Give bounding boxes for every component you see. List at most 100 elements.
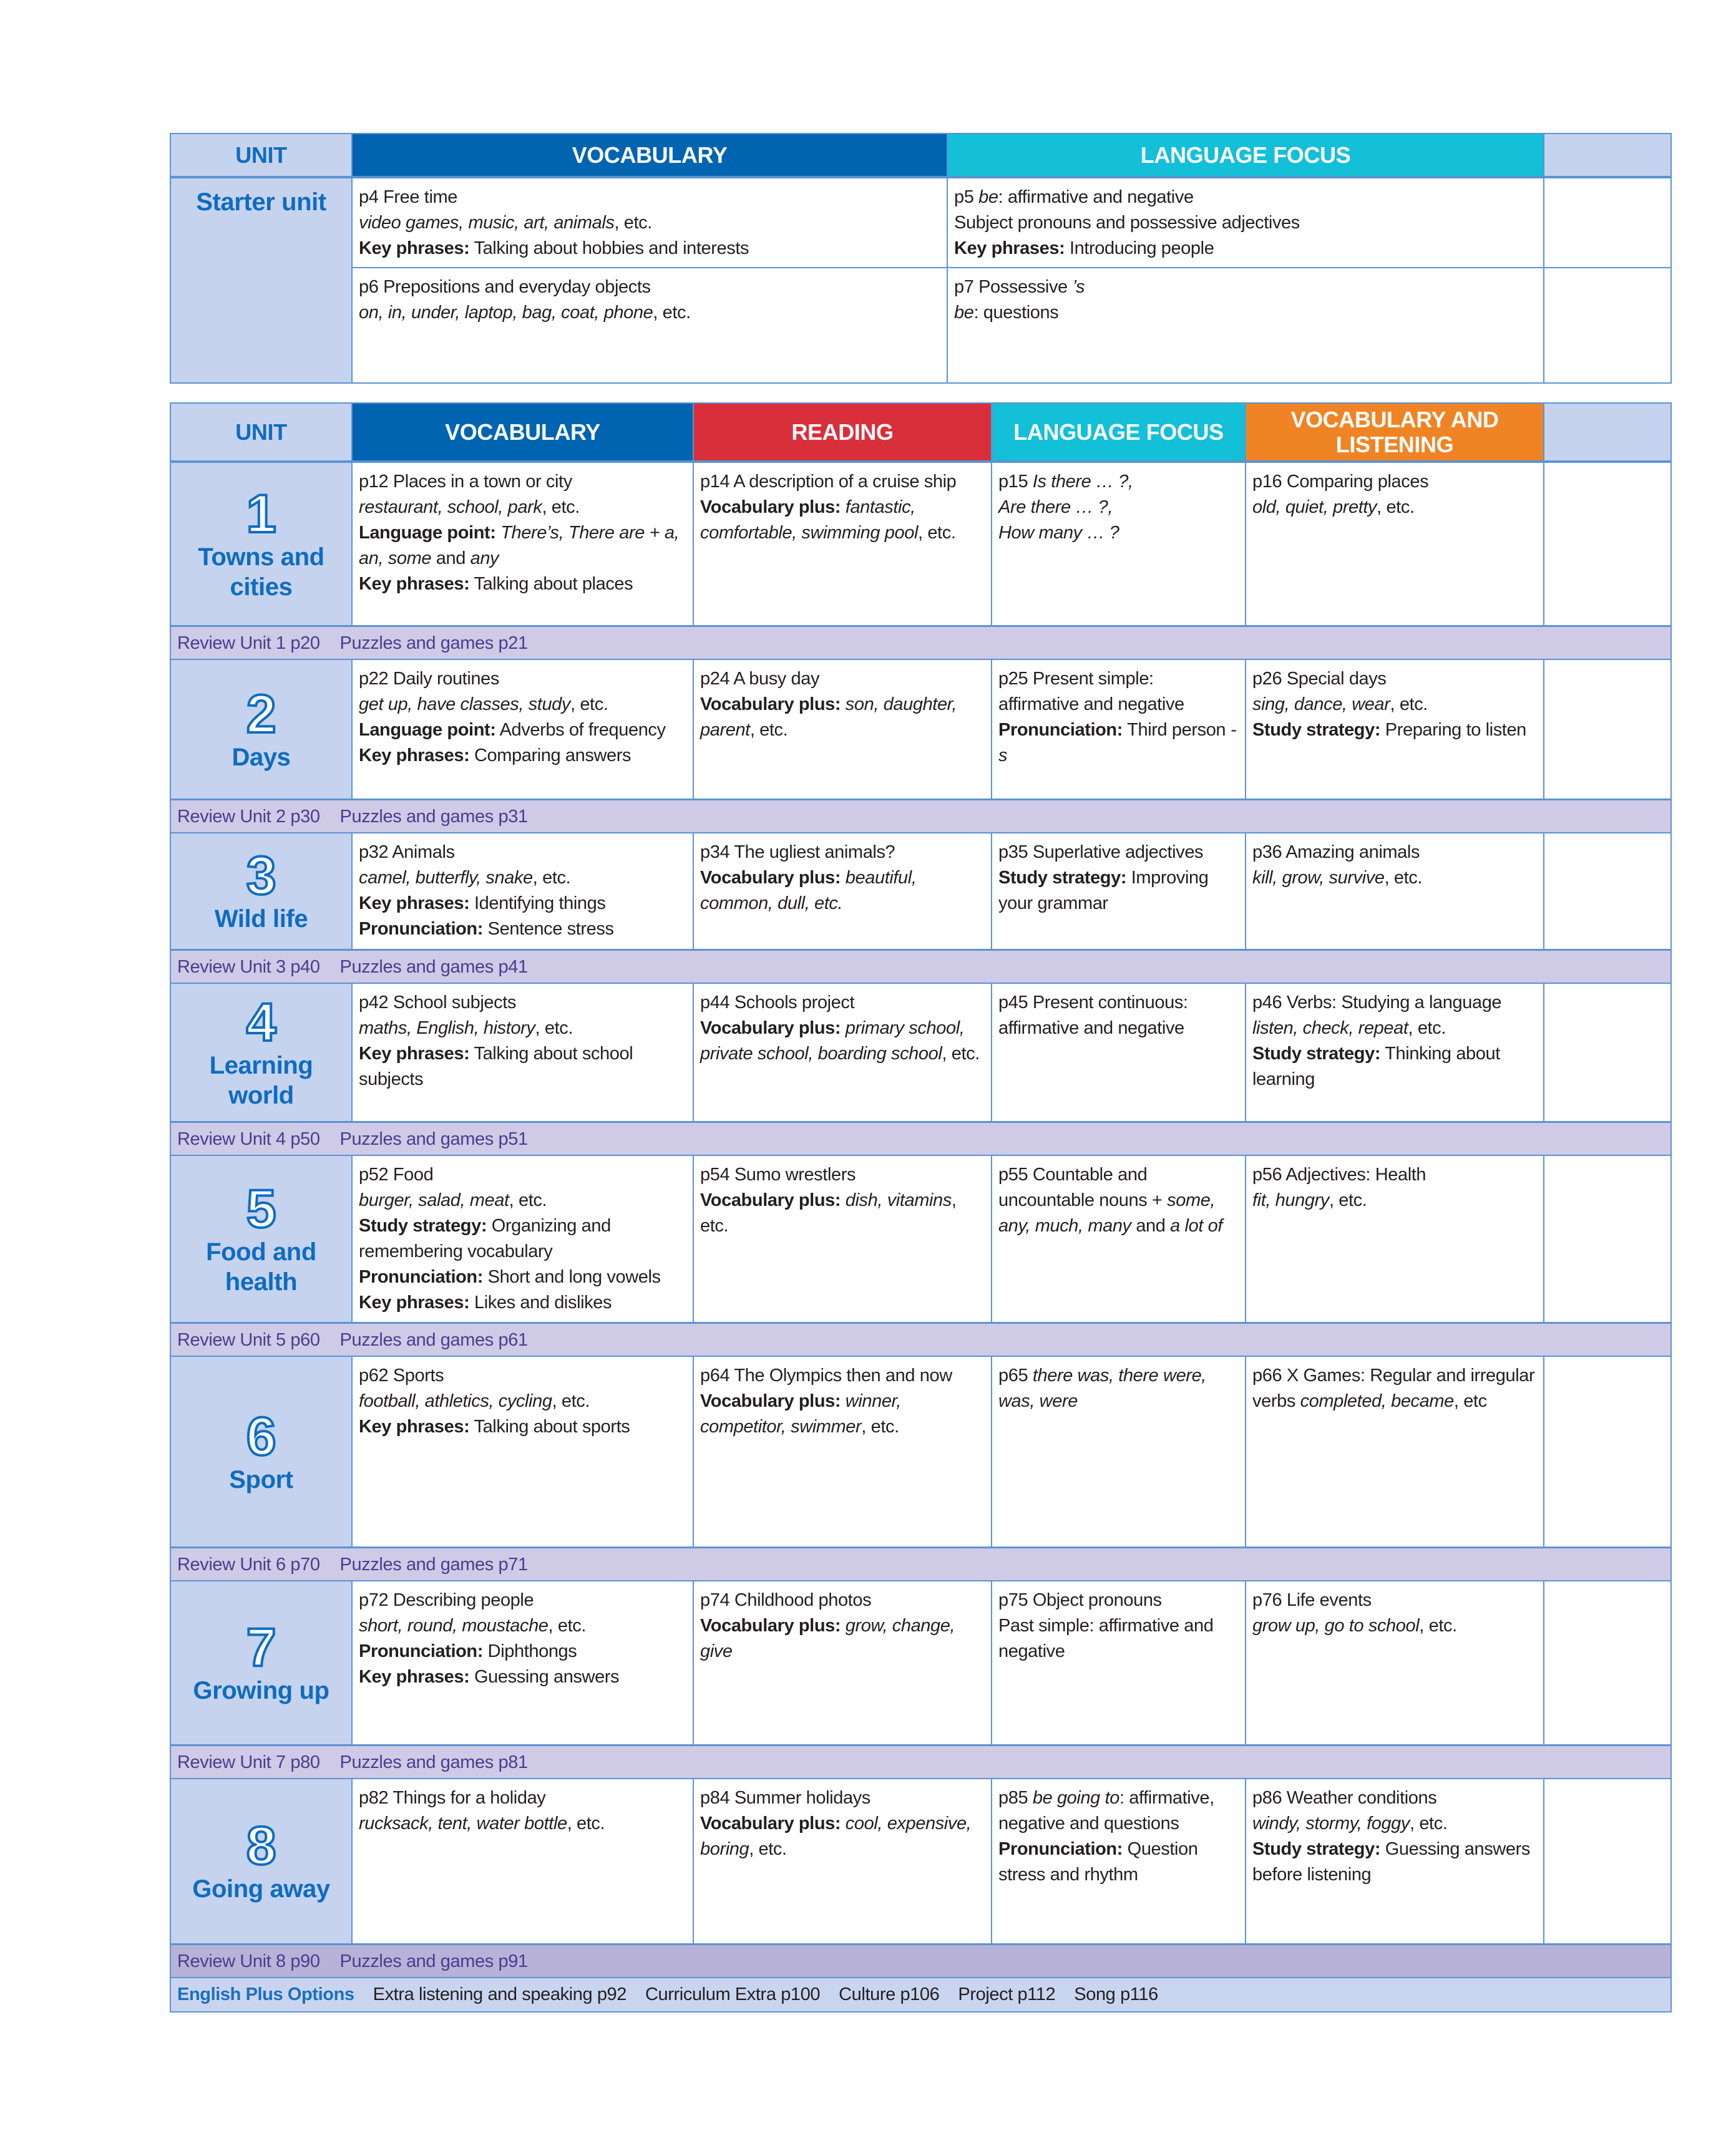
unit-number: 6 — [245, 1406, 278, 1467]
cell-line: p24 A busy day — [700, 666, 985, 692]
cell-text: p76 Life events — [1252, 1590, 1372, 1610]
cell-text: -s — [998, 720, 1237, 765]
cell-text: any — [470, 548, 499, 568]
cell-text: Sentence stress — [483, 919, 614, 939]
cell-line: Vocabulary plus: fantastic, comfortable,… — [700, 495, 985, 546]
unit-row: 3 Wild life p32 Animals camel, butterfly, s… — [170, 832, 1672, 950]
review-unit-link: Review Unit 8 p90 — [177, 1951, 320, 1971]
label-text: Vocabulary plus: — [700, 1616, 841, 1636]
cell-line: Pronunciation: Question stress and rhyth… — [998, 1837, 1239, 1888]
cell-line: p84 Summer holidays — [700, 1785, 985, 1811]
cell-line: p32 Animals — [359, 840, 686, 865]
review-unit-link: Review Unit 3 p40 — [177, 956, 320, 977]
starter-header-row: UNIT VOCABULARY LANGUAGE FOCUS — [170, 133, 1672, 178]
vocabulary-cell: p52 Food burger, salad, meat, etc. Study s… — [351, 1155, 694, 1323]
blank-cell — [1543, 832, 1672, 950]
cell-line: p82 Things for a holiday — [359, 1785, 686, 1811]
label-text: Language point: — [359, 523, 496, 543]
label-text: Pronunciation: — [359, 1641, 484, 1661]
cell-line: p15 Is there … ?, — [998, 469, 1239, 495]
cell-text: Are there … ?, — [998, 497, 1113, 517]
unit-number: 3 — [245, 846, 278, 906]
review-row: Review Unit 1 p20 Puzzles and games p21 — [170, 624, 1672, 660]
cell-text: : questions — [973, 303, 1059, 323]
header-language-focus: LANGUAGE FOCUS — [947, 133, 1544, 178]
reading-cell: p44 Schools project Vocabulary plus: prim… — [693, 983, 992, 1122]
cell-text: Organizing and remembering vocabulary — [359, 1216, 611, 1261]
cell-line: Past simple: affirmative and negative — [998, 1613, 1239, 1664]
label-text: Pronunciation: — [998, 720, 1123, 740]
blank-cell — [1543, 1778, 1672, 1945]
cell-line: listen, check, repeat, etc. — [1252, 1016, 1537, 1041]
cell-line: p56 Adjectives: Health — [1252, 1162, 1537, 1188]
cell-text: There’s, There are + a, an, some — [359, 523, 680, 568]
cell-text: , etc. — [1377, 497, 1415, 517]
label-text: Study strategy: — [359, 1216, 487, 1236]
label-text: Pronunciation: — [998, 1839, 1123, 1859]
cell-text: p86 Weather conditions — [1252, 1788, 1437, 1808]
cell-line: p54 Sumo wrestlers — [700, 1162, 985, 1188]
review-unit-link: Review Unit 6 p70 — [177, 1554, 320, 1575]
cell-text: kill, grow, survive — [1252, 868, 1385, 888]
blank-cell — [1543, 461, 1672, 626]
cell-text: p42 School subjects — [359, 993, 516, 1012]
cell-text: burger, salad, meat — [359, 1190, 509, 1210]
cell-line: p44 Schools project — [700, 990, 985, 1016]
cell-text: , etc. — [942, 1044, 980, 1064]
cell-text: p16 Comparing places — [1252, 472, 1429, 492]
review-unit-link: Review Unit 1 p20 — [177, 633, 320, 653]
cell-text: son, daughter, parent — [700, 694, 957, 740]
cell-line: Vocabulary plus: primary school, private… — [700, 1016, 985, 1067]
label-text: Vocabulary plus: — [700, 694, 841, 714]
cell-text: p7 Possessive — [954, 277, 1073, 297]
cell-text: fit, hungry — [1252, 1190, 1329, 1210]
review-unit-link: Review Unit 4 p50 — [177, 1129, 320, 1149]
cell-line: Study strategy: Thinking about learning — [1252, 1041, 1537, 1092]
cell-text: Preparing to listen — [1380, 720, 1527, 740]
cell-text: p46 Verbs: Studying a language — [1252, 993, 1502, 1012]
unit-name: Going away — [192, 1875, 330, 1903]
review-row: Review Unit 2 p30 Puzzles and games p31 — [170, 798, 1672, 833]
cell-text: Subject pronouns and possessive adjectiv… — [954, 213, 1300, 233]
main-header-row: UNIT VOCABULARY READING LANGUAGE FOCUS V… — [170, 402, 1672, 463]
cell-text: p26 Special days — [1252, 669, 1387, 689]
cell-line: Vocabulary plus: beautiful, common, dull… — [700, 865, 985, 916]
cell-line: Pronunciation: Third person -s — [998, 717, 1239, 769]
cell-line: p16 Comparing places — [1252, 469, 1537, 495]
label-text: Key phrases: — [359, 238, 470, 258]
cell-text: Improving your grammar — [998, 868, 1209, 913]
label-text: Key phrases: — [359, 574, 470, 594]
cell-text: , etc. — [532, 868, 571, 888]
unit-name: Wild life — [214, 905, 308, 933]
cell-text: get up, have classes, study — [359, 694, 571, 714]
cell-text: restaurant, school, park — [359, 497, 542, 517]
review-row: Review Unit 3 p40 Puzzles and games p41 — [170, 948, 1672, 984]
contents-table: UNIT VOCABULARY READING LANGUAGE FOCUS V… — [170, 402, 1672, 2013]
cell-text: Introducing people — [1065, 238, 1214, 258]
cell-text: Guessing answers before listening — [1252, 1839, 1530, 1885]
language-focus-cell: p75 Object pronouns Past simple: affirmat… — [991, 1580, 1246, 1746]
cell-text: a lot of — [1170, 1216, 1223, 1236]
cell-text: , etc. — [552, 1391, 590, 1411]
cell-line: Language point: There’s, There are + a, … — [359, 520, 686, 571]
cell-line: Are there … ?, — [998, 495, 1239, 520]
language-focus-cell: p35 Superlative adjectives Study strategy… — [991, 832, 1246, 950]
cell-text: , etc. — [509, 1190, 547, 1210]
cell-text: , etc. — [749, 720, 788, 740]
cell-text: Third person — [1123, 720, 1231, 740]
cell-line: Subject pronouns and possessive adjectiv… — [954, 210, 1537, 236]
vocabulary-cell: p22 Daily routines get up, have classes, … — [351, 659, 694, 800]
cell-line: Study strategy: Guessing answers before … — [1252, 1837, 1537, 1888]
cell-text: Diphthongs — [483, 1641, 577, 1661]
cell-line: p5 be: affirmative and negative — [954, 185, 1537, 210]
puzzles-and-games-link: Puzzles and games p91 — [339, 1951, 529, 1971]
review-row: Review Unit 7 p80 Puzzles and games p81 — [170, 1744, 1672, 1779]
cell-text: , etc — [1453, 1391, 1487, 1411]
cell-line: Key phrases: Talking about school subjec… — [359, 1041, 686, 1092]
cell-text: , etc. — [749, 1839, 787, 1859]
cell-text: p82 Things for a holiday — [359, 1788, 546, 1808]
cell-line: p6 Prepositions and everyday objects — [359, 274, 940, 300]
starter-unit-table: UNIT VOCABULARY LANGUAGE FOCUS Starter u… — [170, 133, 1672, 384]
header-blank — [1543, 133, 1672, 178]
cell-line: p52 Food — [359, 1162, 686, 1188]
